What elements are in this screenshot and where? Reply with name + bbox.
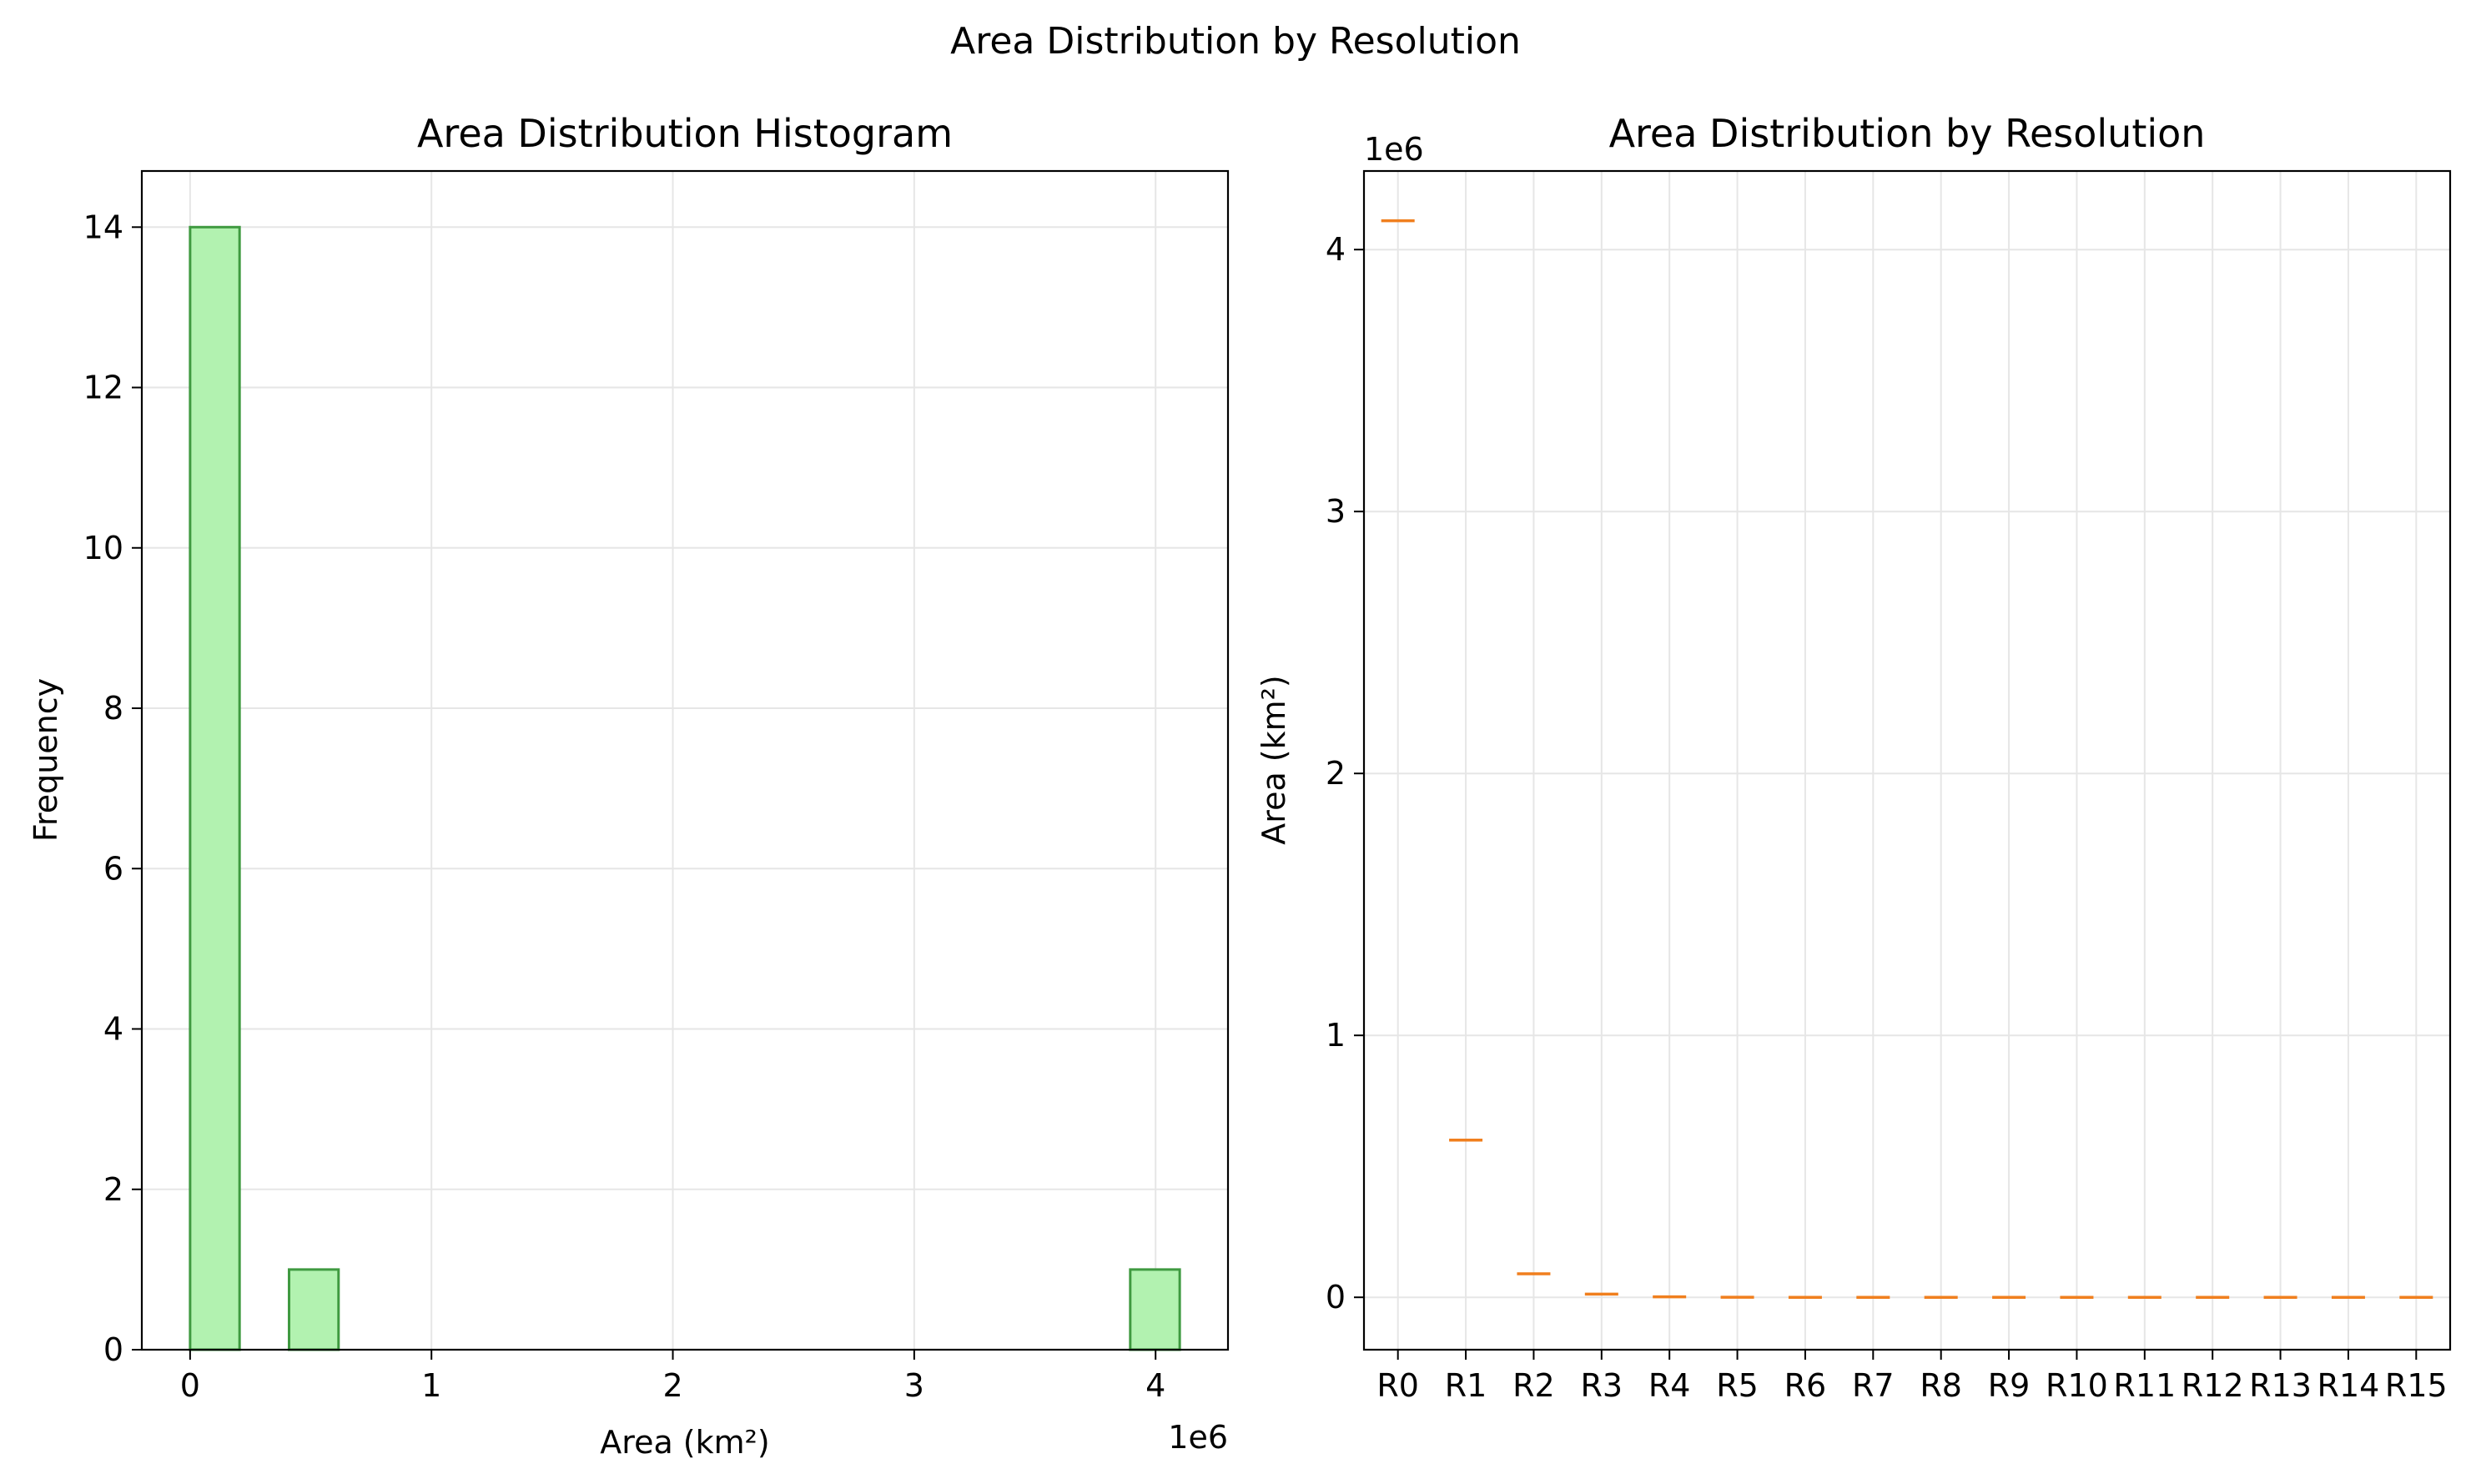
histogram-y-tick-label: 2	[103, 1171, 123, 1208]
boxplot-x-tick-label: R0	[1376, 1367, 1419, 1404]
boxplot-y-offset: 1e6	[1364, 131, 1424, 168]
boxplot-frame	[1362, 169, 2452, 1351]
boxplot-medians	[1381, 219, 2433, 1299]
histogram-y-tick-label: 4	[103, 1011, 123, 1048]
boxplot-x-tick-label: R14	[2318, 1367, 2380, 1404]
histogram-x-tick-label: 3	[904, 1367, 924, 1404]
histogram-x-tick-label: 4	[1145, 1367, 1165, 1404]
histogram-y-tick-label: 14	[83, 209, 123, 245]
histogram-ylabel: Frequency	[28, 678, 64, 842]
boxplot-x-tick-label: R1	[1445, 1367, 1487, 1404]
histogram-bars	[189, 225, 1181, 1351]
histogram-y-tick-label: 6	[103, 850, 123, 887]
boxplot-x-tick-label: R5	[1716, 1367, 1759, 1404]
boxplot-x-tick-label: R2	[1512, 1367, 1555, 1404]
boxplot-ticks: R0 R1 R2 R3 R4 R5 R6 R7 R8 R9 R10 R11 R12 R13 R14 R15 0 1…	[1326, 231, 2448, 1404]
histogram-y-tick-label: 0	[103, 1331, 123, 1368]
boxplot-x-tick-label: R7	[1852, 1367, 1895, 1404]
boxplot-y-tick-label: 1	[1326, 1017, 1346, 1054]
boxplot-x-tick-label: R4	[1648, 1367, 1691, 1404]
boxplot-y-tick-label: 3	[1326, 493, 1346, 530]
boxplot-x-tick-label: R6	[1784, 1367, 1827, 1404]
boxplot-x-tick-label: R15	[2385, 1367, 2448, 1404]
histogram-bar	[287, 1268, 340, 1351]
histogram-grid	[142, 171, 1228, 1351]
histogram-y-tick-label: 10	[83, 530, 123, 566]
boxplot-x-tick-label: R3	[1581, 1367, 1623, 1404]
figure-title: Area Distribution by Resolution	[950, 20, 1521, 63]
histogram-frame	[140, 169, 1230, 1351]
histogram-title: Area Distribution Histogram	[417, 111, 953, 156]
histogram-x-tick-label: 1	[421, 1367, 441, 1404]
boxplot-title: Area Distribution by Resolution	[1609, 111, 2206, 156]
boxplot-x-tick-label: R13	[2249, 1367, 2312, 1404]
boxplot-x-tick-label: R12	[2182, 1367, 2244, 1404]
boxplot-y-tick-label: 0	[1326, 1279, 1346, 1315]
boxplot-x-tick-label: R11	[2113, 1367, 2176, 1404]
histogram-x-offset: 1e6	[1168, 1419, 1228, 1456]
histogram-bar	[189, 225, 241, 1351]
boxplot-x-tick-label: R8	[1920, 1367, 1962, 1404]
histogram-bar	[1129, 1268, 1181, 1351]
histogram-y-tick-label: 12	[83, 370, 123, 406]
histogram-x-tick-label: 0	[180, 1367, 200, 1404]
boxplot-x-tick-label: R9	[1988, 1367, 2031, 1404]
boxplot-y-tick-label: 4	[1326, 231, 1346, 268]
boxplot-y-tick-label: 2	[1326, 755, 1346, 792]
boxplot-grid	[1364, 171, 2450, 1350]
boxplot-ylabel: Area (km²)	[1256, 675, 1292, 844]
histogram-xlabel: Area (km²)	[600, 1424, 769, 1461]
boxplot-panel: R0 R1 R2 R3 R4 R5 R6 R7 R8 R9 R10 R11 R12 R13 R14 R15 0 1…	[1256, 111, 2452, 1404]
histogram-x-tick-label: 2	[662, 1367, 682, 1404]
boxplot-x-tick-label: R10	[2046, 1367, 2108, 1404]
histogram-y-tick-label: 8	[103, 690, 123, 727]
